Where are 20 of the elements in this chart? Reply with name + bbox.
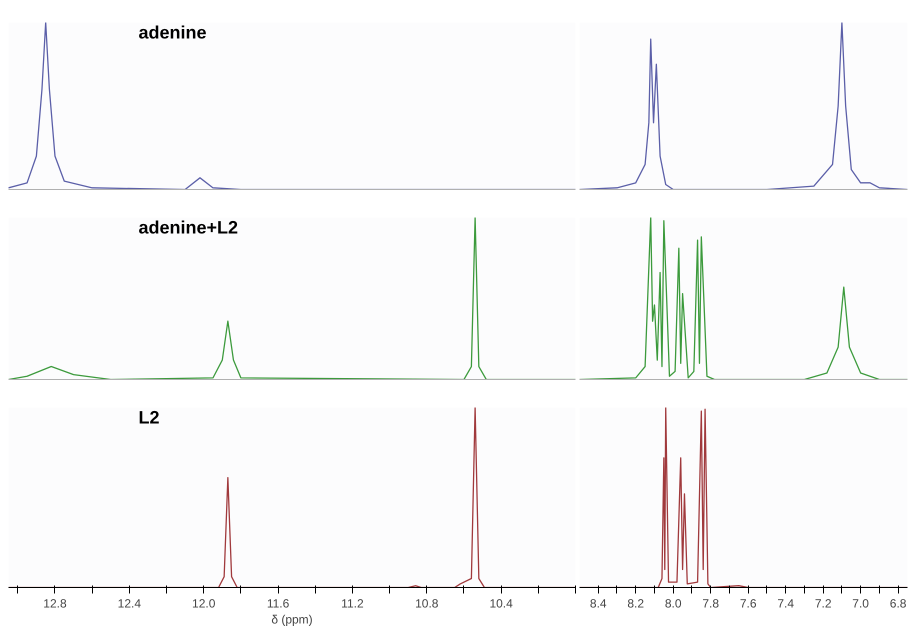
- annotation: L2: [138, 408, 160, 428]
- x-tick-label: 10.8: [415, 596, 439, 610]
- x-tick-label: 12.8: [43, 596, 67, 610]
- x-axis-title: δ (ppm): [271, 612, 313, 626]
- x-tick-label: 10.4: [489, 596, 514, 610]
- x-tick-label: 8.0: [664, 596, 682, 610]
- x-tick-label: 7.4: [777, 596, 794, 610]
- x-tick-label: 12.4: [118, 596, 142, 610]
- x-tick-label: 7.8: [702, 596, 720, 610]
- annotation: adenine: [138, 22, 207, 42]
- x-tick-label: 7.0: [852, 596, 870, 610]
- x-tick-label: 6.8: [890, 596, 907, 610]
- x-tick-label: 8.2: [627, 596, 644, 610]
- x-tick-label: 11.2: [341, 596, 364, 610]
- x-tick-label: 7.6: [740, 596, 757, 610]
- x-tick-label: 7.2: [814, 596, 832, 610]
- x-tick-label: 12.0: [192, 596, 216, 610]
- x-tick-label: 11.6: [266, 596, 290, 610]
- x-tick-label: 8.4: [590, 596, 607, 610]
- annotation: adenine+L2: [138, 218, 238, 238]
